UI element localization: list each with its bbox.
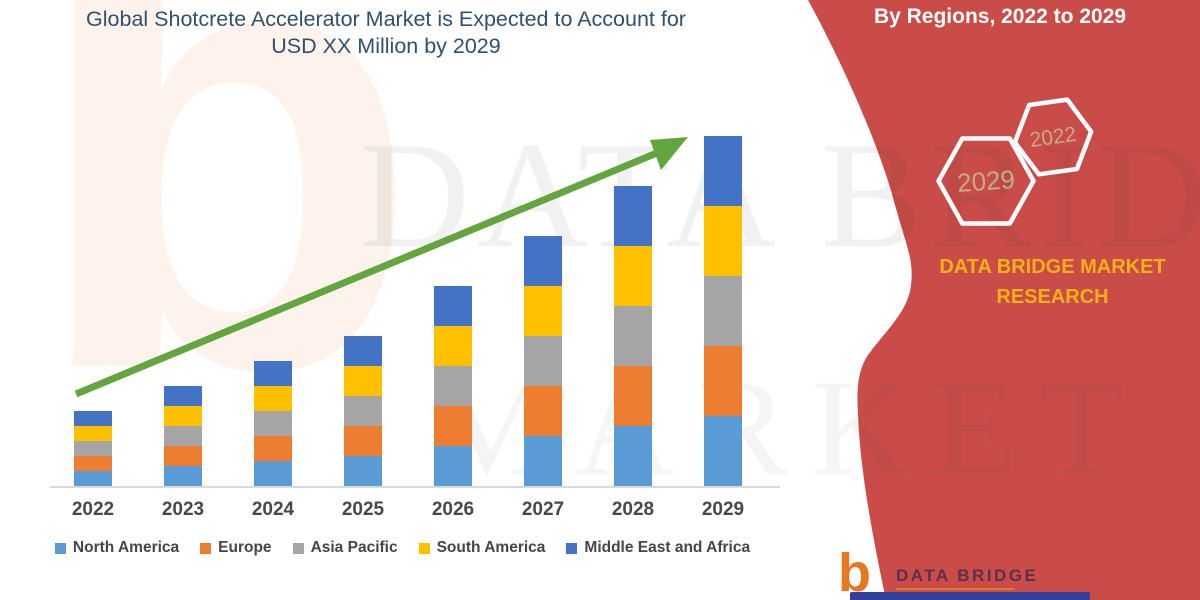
legend-swatch-icon xyxy=(54,542,66,554)
bar-segment-2027-north-america xyxy=(524,436,562,486)
page-title-line1: Global Shotcrete Accelerator Market is E… xyxy=(86,7,686,31)
bar-segment-2028-north-america xyxy=(614,426,652,486)
bar-segment-2022-middle-east-and-africa xyxy=(74,411,112,426)
x-axis-label-2027: 2027 xyxy=(521,499,565,520)
legend-swatch-icon xyxy=(418,542,430,554)
legend-label: Europe xyxy=(218,539,272,556)
bar-segment-2026-europe xyxy=(434,406,472,446)
bar-segment-2027-asia-pacific xyxy=(524,336,562,386)
x-axis-label-2022: 2022 xyxy=(71,499,115,520)
bar-segment-2027-south-america xyxy=(524,286,562,336)
footer-logo-icon: b xyxy=(838,543,871,600)
bar-segment-2029-south-america xyxy=(704,206,742,276)
x-axis-label-2028: 2028 xyxy=(611,499,655,520)
legend-item-asia-pacific: Asia Pacific xyxy=(292,539,398,557)
stacked-bar-chart: 2022 2023 2024 2025 2026 2027 2028 2029 xyxy=(50,100,790,530)
bar-segment-2025-asia-pacific xyxy=(344,396,382,426)
brand-name-line1: DATA BRIDGE MARKET xyxy=(939,256,1166,278)
bar-segment-2023-asia-pacific xyxy=(164,426,202,446)
bar-segment-2024-north-america xyxy=(254,461,292,486)
brand-name: DATA BRIDGE MARKET RESEARCH xyxy=(915,252,1190,312)
x-axis-label-2026: 2026 xyxy=(431,499,475,520)
page-title-line2: USD XX Million by 2029 xyxy=(271,34,501,58)
bar-segment-2026-north-america xyxy=(434,446,472,486)
regions-heading: By Regions, 2022 to 2029 xyxy=(873,5,1127,28)
bar-segment-2029-north-america xyxy=(704,416,742,486)
bar-segment-2028-middle-east-and-africa xyxy=(614,186,652,246)
bar-segment-2024-asia-pacific xyxy=(254,411,292,436)
legend-label: Asia Pacific xyxy=(310,539,398,556)
bar-segment-2026-south-america xyxy=(434,326,472,366)
legend-label: Middle East and Africa xyxy=(584,539,751,556)
legend-item-middle-east-and-africa: Middle East and Africa xyxy=(566,539,750,557)
legend-item-south-america: South America xyxy=(418,539,546,557)
hexagon-2022-label: 2022 xyxy=(1028,123,1077,152)
bar-segment-2025-north-america xyxy=(344,456,382,486)
x-axis-label-2029: 2029 xyxy=(701,499,745,520)
legend-item-europe: Europe xyxy=(200,539,272,557)
bar-segment-2029-europe xyxy=(704,346,742,416)
bar-segment-2026-middle-east-and-africa xyxy=(434,286,472,326)
bar-segment-2025-south-america xyxy=(344,366,382,396)
bar-segment-2028-asia-pacific xyxy=(614,306,652,366)
hexagon-badges: 2022 2029 xyxy=(936,97,1094,226)
legend-label: North America xyxy=(72,539,180,556)
legend-swatch-icon xyxy=(200,542,212,554)
bar-segment-2022-south-america xyxy=(74,426,112,441)
bar-segment-2022-north-america xyxy=(74,471,112,486)
legend-swatch-icon xyxy=(292,542,304,554)
hexagon-2029: 2029 xyxy=(936,136,1036,226)
bar-segment-2023-europe xyxy=(164,446,202,466)
x-axis-label-2025: 2025 xyxy=(341,499,385,520)
footer-logo-wordmark: DATA BRIDGE xyxy=(896,566,1039,585)
bar-segment-2023-south-america xyxy=(164,406,202,426)
bar-segment-2025-middle-east-and-africa xyxy=(344,336,382,366)
bar-segment-2024-europe xyxy=(254,436,292,461)
bar-segment-2023-middle-east-and-africa xyxy=(164,386,202,406)
page-title: Global Shotcrete Accelerator Market is E… xyxy=(30,6,742,60)
bar-segment-2022-asia-pacific xyxy=(74,441,112,456)
bar-segment-2029-asia-pacific xyxy=(704,276,742,346)
footer-logo-underline xyxy=(896,588,1014,590)
legend: North America Europe Asia Pacific South Ame… xyxy=(30,539,775,557)
legend-item-north-america: North America xyxy=(54,539,180,557)
bar-segment-2029-middle-east-and-africa xyxy=(704,136,742,206)
bar-segment-2027-middle-east-and-africa xyxy=(524,236,562,286)
bar-segment-2024-south-america xyxy=(254,386,292,411)
legend-label: South America xyxy=(436,539,546,556)
bar-segment-2023-north-america xyxy=(164,466,202,486)
brand-name-line2: RESEARCH xyxy=(996,286,1109,308)
bar-segment-2022-europe xyxy=(74,456,112,471)
x-axis-label-2023: 2023 xyxy=(161,499,205,520)
bar-segment-2024-middle-east-and-africa xyxy=(254,361,292,386)
hexagon-2029-label: 2029 xyxy=(956,164,1016,198)
footer-logo-banner xyxy=(850,592,1090,600)
bar-segment-2028-south-america xyxy=(614,246,652,306)
x-axis-label-2024: 2024 xyxy=(251,499,295,520)
bar-segment-2028-europe xyxy=(614,366,652,426)
x-axis-line xyxy=(50,486,780,488)
bar-segment-2026-asia-pacific xyxy=(434,366,472,406)
legend-swatch-icon xyxy=(566,542,578,554)
bar-segment-2025-europe xyxy=(344,426,382,456)
bar-segment-2027-europe xyxy=(524,386,562,436)
